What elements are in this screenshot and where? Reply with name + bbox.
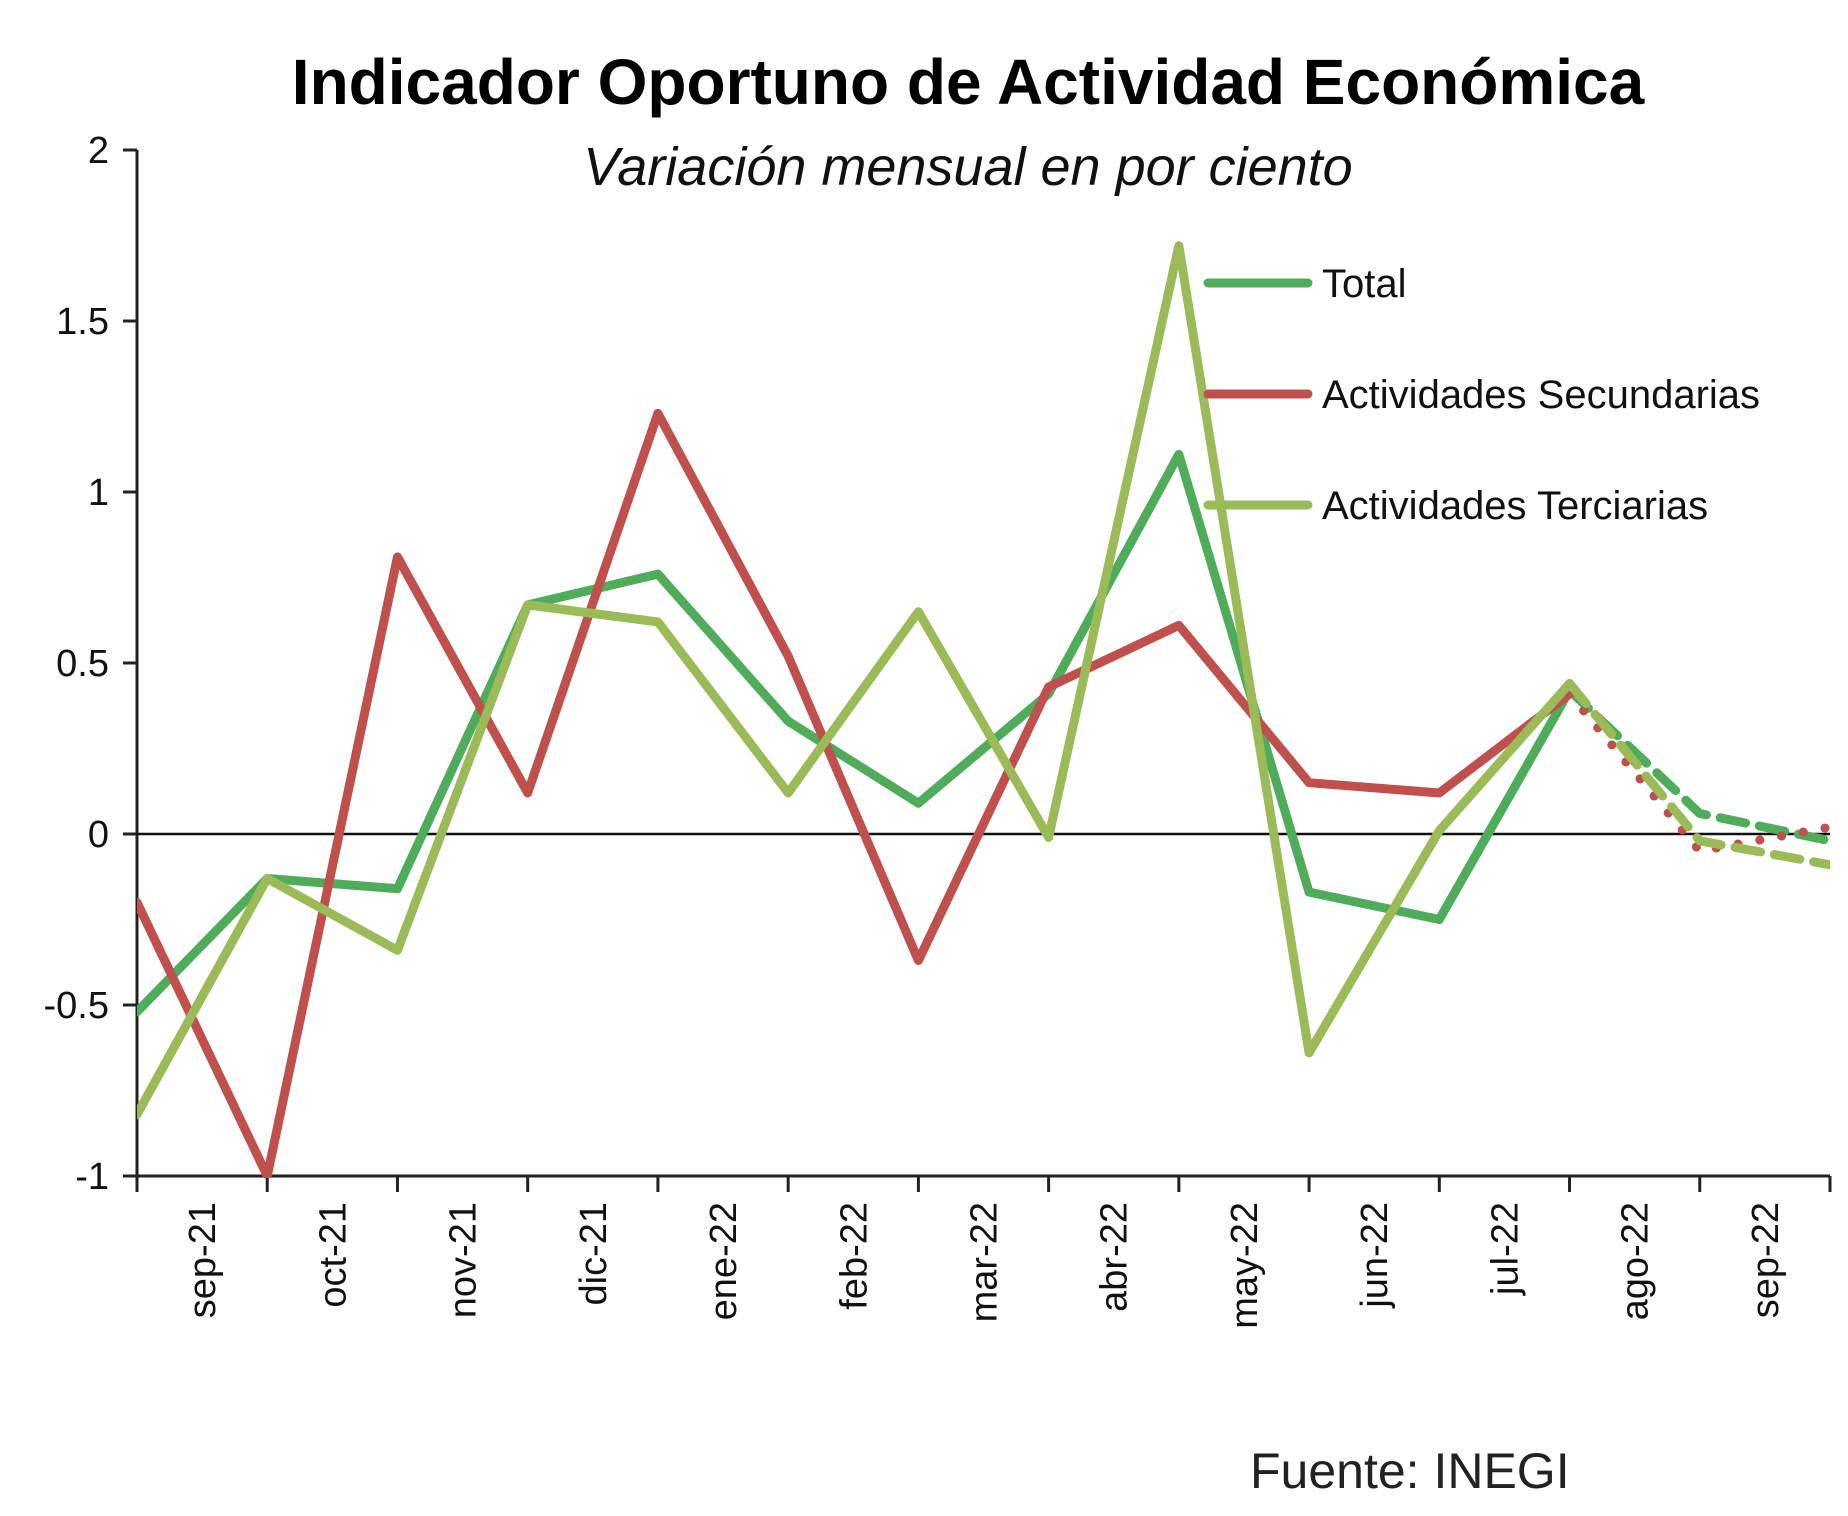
chart-title: Indicador Oportuno de Actividad Económic… — [292, 46, 1645, 118]
y-tick-label: -1 — [75, 1156, 109, 1198]
plot-area: 2 1.5 1 0.5 0 -0.5 -1 sep-21 oct-21 nov-21 dic-21 e… — [44, 130, 1832, 1329]
legend-label: Actividades Secundarias — [1322, 373, 1760, 417]
source-note: Fuente: INEGI — [1250, 1443, 1570, 1499]
x-tick-label: jun-22 — [1354, 1202, 1396, 1309]
chart-subtitle: Variación mensual en por ciento — [583, 137, 1352, 197]
x-tick-label: oct-21 — [312, 1202, 354, 1308]
series-group — [137, 241, 1830, 1178]
y-tick-label: -0.5 — [44, 985, 109, 1027]
series-estimate-total — [1565, 685, 1830, 846]
y-tick-label: 1.5 — [56, 301, 109, 343]
y-tick-label: 2 — [88, 130, 109, 172]
x-tick-label: sep-21 — [182, 1202, 224, 1318]
x-tick-label: ene-22 — [703, 1202, 745, 1320]
series-line-actividades-terciarias — [137, 241, 1575, 1119]
legend-label: Total — [1322, 262, 1407, 306]
x-tick-label: nov-21 — [443, 1202, 485, 1318]
legend: Total Actividades Secundarias Actividades … — [1203, 262, 1760, 528]
x-tick-label: mar-22 — [964, 1202, 1006, 1322]
x-tick-label: may-22 — [1224, 1202, 1266, 1329]
series-estimate-actividades-secundarias — [1565, 689, 1830, 856]
y-tick-label: 0 — [88, 814, 109, 856]
x-tick-label: dic-21 — [573, 1202, 615, 1306]
series-estimate-actividades-terciarias — [1565, 679, 1830, 870]
y-tick-label: 0.5 — [56, 643, 109, 685]
y-tick-label: 1 — [88, 472, 109, 514]
x-tick-label: ago-22 — [1615, 1202, 1657, 1320]
x-tick-label: feb-22 — [833, 1202, 875, 1310]
series-line-total — [137, 449, 1575, 1017]
series-line-actividades-secundarias — [137, 408, 1575, 1178]
x-tick-label: jul-22 — [1484, 1202, 1526, 1296]
x-tick-label: abr-22 — [1094, 1202, 1136, 1312]
legend-label: Actividades Terciarias — [1322, 484, 1708, 528]
x-tick-label: sep-22 — [1745, 1202, 1787, 1318]
